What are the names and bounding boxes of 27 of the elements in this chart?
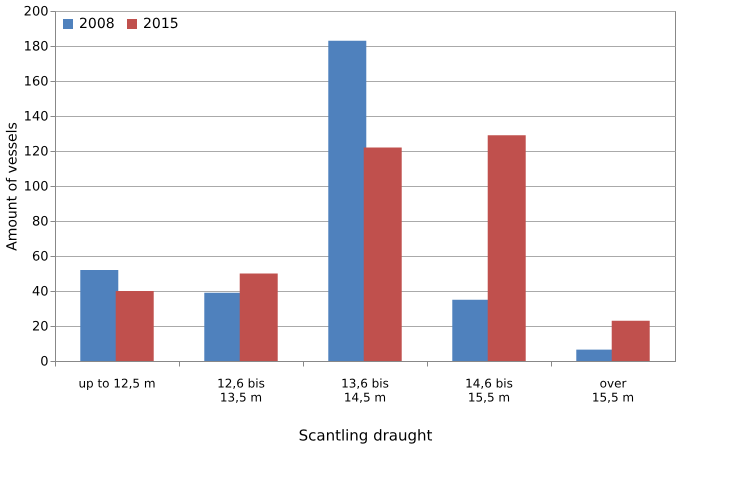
x-tick-label: 12,6 bis 13,5 m [217, 376, 265, 404]
bar [80, 270, 118, 361]
y-tick-label: 120 [24, 144, 48, 160]
bar [328, 40, 366, 361]
bar [116, 291, 154, 361]
y-tick-label: 40 [32, 284, 48, 300]
y-axis-title: Amount of vessels [4, 122, 21, 251]
x-tick-label: up to 12,5 m [78, 376, 156, 390]
y-tick-label: 80 [32, 214, 48, 230]
y-tick-label: 180 [24, 40, 48, 54]
legend-label: 2008 [79, 16, 115, 32]
legend-label: 2015 [143, 16, 179, 32]
bar [612, 320, 650, 361]
bar [240, 274, 278, 361]
x-tick-label: 13,6 bis 14,5 m [341, 376, 389, 404]
bar [488, 135, 526, 361]
y-tick-label: 160 [24, 74, 48, 90]
bar [364, 148, 402, 361]
x-axis-title: Scantling draught [298, 426, 433, 444]
y-tick-label: 20 [32, 320, 48, 334]
x-tick-label: 14,6 bis 15,5 m [465, 376, 513, 404]
y-tick-label: 140 [24, 110, 48, 124]
x-tick-label: over 15,5 m [592, 376, 634, 404]
y-tick-label: 200 [24, 4, 48, 20]
y-tick-label: 100 [24, 180, 48, 194]
y-tick-label: 0 [40, 354, 48, 370]
y-tick-label: 60 [32, 250, 48, 264]
